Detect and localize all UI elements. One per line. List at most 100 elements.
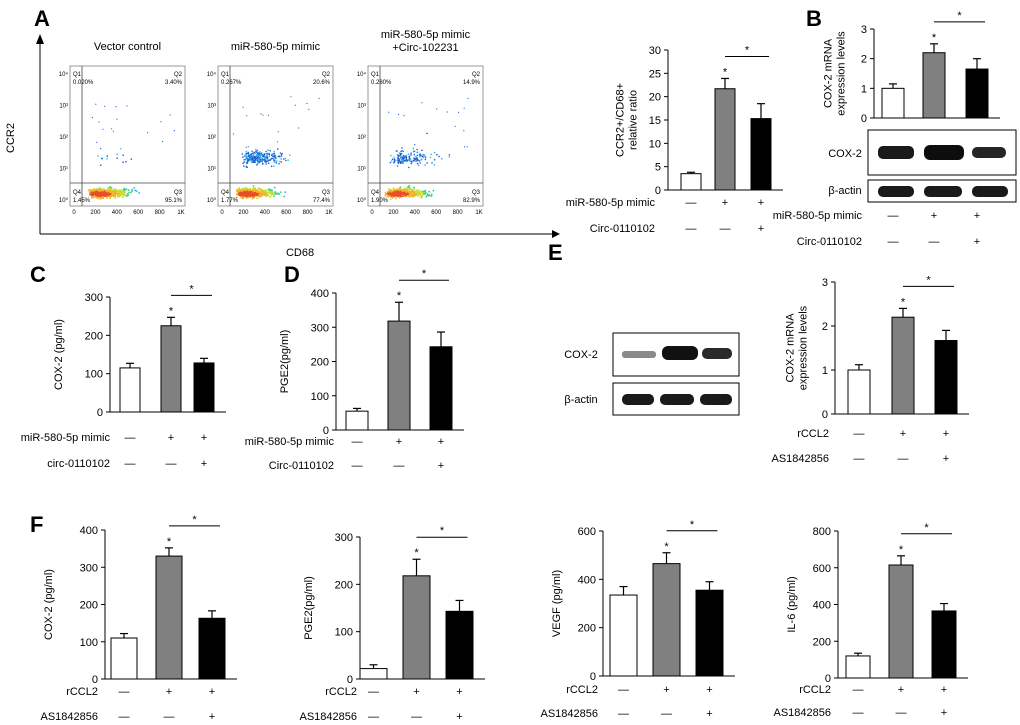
flow-y-tick: 10³ xyxy=(207,104,216,110)
flow-x-tick: 0 xyxy=(370,210,374,216)
y-axis-label: PGE2(pg/ml) xyxy=(279,330,291,394)
flow-x-arrow-icon xyxy=(552,230,560,238)
condition-label: AS1842856 xyxy=(541,708,599,720)
y-axis-label-line: COX-2 mRNA xyxy=(785,313,797,383)
flow-x-label: CD68 xyxy=(286,247,314,259)
flow-x-tick: 600 xyxy=(281,210,292,216)
flow-events xyxy=(232,96,320,200)
quadrant-q2-label: Q2 xyxy=(472,72,481,78)
y-tick-label: 15 xyxy=(649,115,661,127)
flow-x-tick: 800 xyxy=(155,210,166,216)
flow-plot-title: Vector control xyxy=(94,41,161,53)
y-tick-label: 100 xyxy=(311,391,329,403)
significance-star: * xyxy=(167,536,172,548)
quadrant-q1-label: Q1 xyxy=(73,72,82,78)
condition-mark: — xyxy=(125,458,136,470)
chart-f1: 0 100 200 300 400 COX-2 (pg/ml) * * rCCL2 — + + AS18… xyxy=(41,514,237,723)
condition-mark: — xyxy=(125,432,136,444)
y-tick-label: 100 xyxy=(80,637,98,649)
flow-x-tick: 600 xyxy=(133,210,144,216)
blot-e-actin-band-1 xyxy=(622,394,654,405)
flow-x-tick: 800 xyxy=(303,210,314,216)
blot-b-actin-band-1 xyxy=(878,186,914,197)
bar-3 xyxy=(965,68,989,119)
flow-y-label: CCR2 xyxy=(5,123,17,153)
condition-label: AS1842856 xyxy=(772,453,830,465)
condition-mark: + xyxy=(706,684,712,696)
blot-e-cox2-label: COX-2 xyxy=(564,349,598,361)
quadrant-q3-label: Q3 xyxy=(174,190,183,196)
y-tick-label: 200 xyxy=(80,600,98,612)
flow-x-tick: 1K xyxy=(475,210,482,216)
flow-y-tick: 10¹ xyxy=(207,167,216,173)
condition-mark: + xyxy=(168,432,174,444)
bar-3 xyxy=(695,589,724,677)
bar-3 xyxy=(931,610,957,679)
bar-1 xyxy=(847,369,871,415)
y-tick-label: 10 xyxy=(649,138,661,150)
bar-2 xyxy=(160,325,182,413)
significance-bracket-star: * xyxy=(189,283,194,295)
flow-plot-frame xyxy=(217,65,334,207)
condition-mark: + xyxy=(456,711,462,723)
flow-x-tick: 1K xyxy=(325,210,332,216)
condition-mark: — xyxy=(854,453,865,465)
panel-label-a: A xyxy=(34,6,50,31)
condition-mark: — xyxy=(898,453,909,465)
condition-label: miR-580-5p mimic xyxy=(566,197,656,209)
condition-mark: — xyxy=(394,460,405,472)
panel-label-c: C xyxy=(30,262,46,287)
quadrant-q3-value: 77.4% xyxy=(313,198,331,204)
quadrant-q2-value: 20.6% xyxy=(313,80,331,86)
condition-mark: — xyxy=(888,236,899,248)
bar-1 xyxy=(845,655,871,679)
significance-bracket-star: * xyxy=(690,519,695,531)
y-axis-label-line: COX-2 (pg/ml) xyxy=(43,569,55,640)
y-tick-label: 2 xyxy=(822,321,828,333)
condition-mark: — xyxy=(853,684,864,696)
quadrant-q3-label: Q3 xyxy=(322,190,331,196)
y-tick-label: 0 xyxy=(825,673,831,685)
condition-label: AS1842856 xyxy=(41,711,99,723)
condition-mark: + xyxy=(974,210,980,222)
y-tick-label: 200 xyxy=(335,579,353,591)
bar-2 xyxy=(402,575,431,680)
chart-f4: 0 200 400 600 800 IL-6 (pg/ml) * * rCCL2 — + + AS184… xyxy=(774,522,968,719)
flow-x-tick: 1K xyxy=(177,210,184,216)
y-axis-label: COX-2 (pg/ml) xyxy=(43,569,55,640)
quadrant-q3-value: 82.9% xyxy=(463,198,481,204)
condition-mark: — xyxy=(368,711,379,723)
y-tick-label: 200 xyxy=(311,357,329,369)
quadrant-q2-label: Q2 xyxy=(174,72,183,78)
quadrant-q3-label: Q3 xyxy=(472,190,481,196)
panel-label-b: B xyxy=(806,6,822,31)
bar-1 xyxy=(881,87,905,119)
flow-x-tick: 400 xyxy=(260,210,271,216)
condition-mark: + xyxy=(898,684,904,696)
y-tick-label: 0 xyxy=(655,185,661,197)
bar-1 xyxy=(359,668,388,680)
flow-events xyxy=(87,103,175,200)
y-axis-label-line: expression levels xyxy=(798,305,810,390)
flow-y-tick: 10¹ xyxy=(59,167,68,173)
condition-mark: + xyxy=(722,197,728,209)
y-tick-label: 2 xyxy=(861,54,867,66)
condition-mark: — xyxy=(888,210,899,222)
y-axis-label: PGE2(pg/ml) xyxy=(303,576,315,640)
condition-mark: + xyxy=(201,432,207,444)
y-axis-label-line: PGE2(pg/ml) xyxy=(279,330,291,394)
blot-b-cox2-band-2 xyxy=(924,145,964,160)
condition-label: AS1842856 xyxy=(300,711,358,723)
significance-star: * xyxy=(397,290,402,302)
quadrant-q4-label: Q4 xyxy=(371,190,380,196)
condition-label: miR-580-5p mimic xyxy=(773,210,863,222)
condition-mark: — xyxy=(618,684,629,696)
condition-mark: — xyxy=(618,708,629,720)
significance-bracket-star: * xyxy=(745,44,750,56)
condition-mark: + xyxy=(943,453,949,465)
condition-mark: + xyxy=(941,707,947,719)
chart-b_bar: 0 1 2 3 COX-2 mRNA expression levels * * miR-580… xyxy=(773,10,1000,248)
quadrant-q1-value: 0.267% xyxy=(221,80,242,86)
bar-2 xyxy=(888,564,914,679)
condition-mark: — xyxy=(854,428,865,440)
